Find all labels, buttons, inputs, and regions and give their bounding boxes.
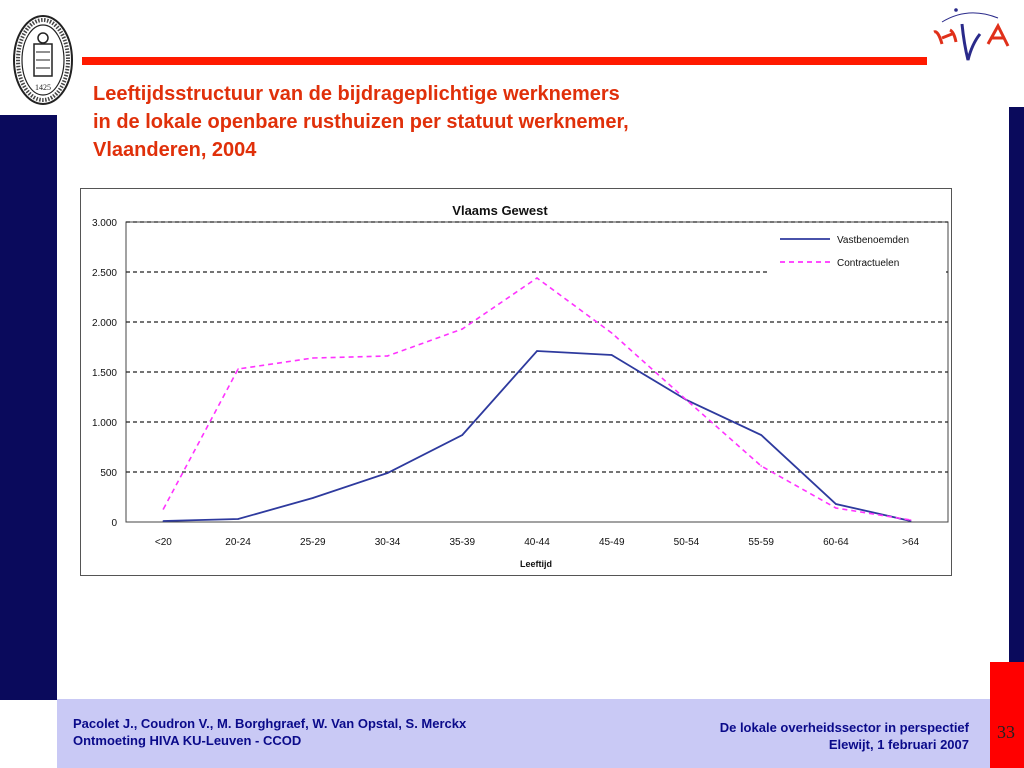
series-lines <box>162 277 912 522</box>
x-tick-label: >64 <box>902 537 919 548</box>
x-tick-label: 60-64 <box>823 537 849 548</box>
y-tick-label: 1.500 <box>92 368 117 379</box>
footer-right-line-2: Elewijt, 1 februari 2007 <box>828 737 969 752</box>
footer-right-line-1: De lokale overheidssector in perspectief <box>719 720 969 735</box>
x-tick-labels: <20 20-24 25-29 30-34 35-39 40-44 45-49 50-54 55… <box>155 537 920 548</box>
gridlines <box>126 221 948 473</box>
chart-title: Vlaams Gewest <box>452 203 548 218</box>
data-point <box>162 520 165 522</box>
footer-left-line-1: Pacolet J., Coudron V., M. Borghgraef, W… <box>73 716 467 731</box>
slide-title-line-2: in de lokale openbare rusthuizen per sta… <box>93 111 629 133</box>
data-point <box>162 508 165 510</box>
footer-event: De lokale overheidssector in perspectief… <box>640 719 969 753</box>
data-point <box>760 465 762 467</box>
data-point <box>835 503 837 505</box>
x-tick-label: 40-44 <box>524 537 550 548</box>
data-point <box>386 472 389 474</box>
data-point <box>685 399 688 401</box>
y-tick-label: 500 <box>100 468 117 479</box>
y-tick-label: 3.000 <box>92 218 117 229</box>
page-number: 33 <box>997 722 1015 742</box>
x-tick-label: 35-39 <box>449 537 475 548</box>
legend-background <box>770 228 946 278</box>
footer-band <box>57 699 990 768</box>
y-tick-label: 1.000 <box>92 418 117 429</box>
data-point <box>312 357 314 359</box>
x-tick-label: 20-24 <box>225 537 251 548</box>
line-chart: Vlaams Gewest 0 500 1.000 1.500 2.000 2.500 3.… <box>80 188 952 576</box>
legend: Vastbenoemden Contractuelen <box>780 235 909 269</box>
x-tick-label: 45-49 <box>599 537 625 548</box>
data-point <box>536 350 538 352</box>
x-tick-label: 50-54 <box>674 537 700 548</box>
data-point <box>461 434 464 436</box>
seal-year: 1425 <box>35 83 51 92</box>
data-point <box>536 277 538 279</box>
data-point <box>237 518 239 520</box>
data-point <box>909 519 912 521</box>
slide-title: Leeftijdsstructuur van de bijdrageplicht… <box>93 80 853 164</box>
data-point <box>610 332 613 334</box>
legend-label: Vastbenoemden <box>837 235 909 246</box>
footer-left-line-2: Ontmoeting HIVA KU-Leuven - CCOD <box>73 733 302 748</box>
data-point <box>312 497 314 499</box>
left-navy-bar <box>0 115 57 700</box>
x-tick-label: 25-29 <box>300 537 326 548</box>
data-point <box>760 434 762 436</box>
footer-authors: Pacolet J., Coudron V., M. Borghgraef, W… <box>73 715 466 749</box>
x-tick-label: 30-34 <box>375 537 401 548</box>
y-tick-label: 2.500 <box>92 268 117 279</box>
y-tick-labels: 0 500 1.000 1.500 2.000 2.500 3.000 <box>92 218 117 529</box>
legend-label: Contractuelen <box>837 258 899 269</box>
right-navy-bar <box>1009 107 1024 662</box>
x-tick-label: <20 <box>155 537 172 548</box>
page-number-box <box>990 662 1024 768</box>
y-tick-label: 2.000 <box>92 318 117 329</box>
slide-title-line-1: Leeftijdsstructuur van de bijdrageplicht… <box>93 83 620 105</box>
data-point <box>461 328 464 330</box>
data-point <box>386 355 389 357</box>
data-point <box>237 368 239 370</box>
university-seal-logo: 1425 <box>13 15 73 105</box>
y-tick-label: 0 <box>111 518 117 529</box>
slide-title-line-3: Vlaanderen, 2004 <box>93 139 257 161</box>
x-tick-label: 55-59 <box>748 537 774 548</box>
data-point <box>610 354 613 356</box>
hiva-logo <box>933 8 1010 61</box>
data-point <box>835 507 837 509</box>
header-red-rule <box>82 57 927 65</box>
x-axis-label: Leeftijd <box>520 559 552 569</box>
